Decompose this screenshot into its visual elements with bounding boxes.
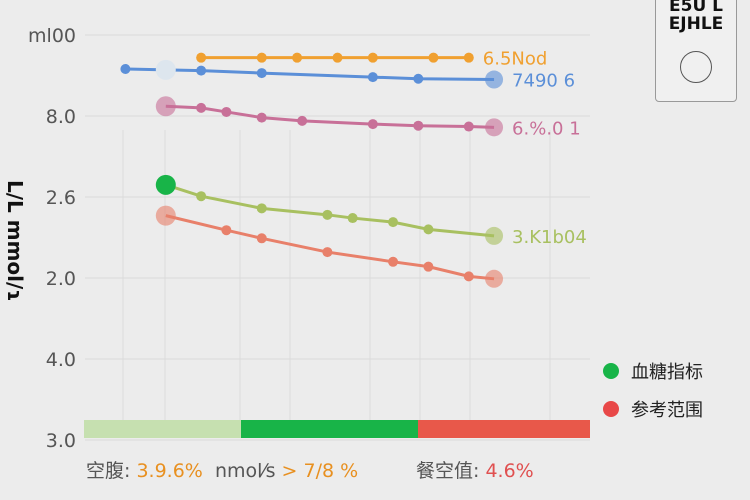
meal-label: 餐空值: xyxy=(416,460,480,482)
data-point xyxy=(423,261,434,272)
data-point xyxy=(428,52,439,63)
range-bar-segment xyxy=(84,420,241,438)
data-point xyxy=(367,119,378,130)
unit-label: nmol⁄s xyxy=(214,460,276,482)
y-tick-label: 2.0 xyxy=(46,268,76,290)
legend-dot-icon xyxy=(603,401,619,417)
data-point xyxy=(196,65,207,76)
series-end-label: 3.K1b04 xyxy=(512,227,587,248)
data-point xyxy=(221,106,232,117)
data-point xyxy=(463,52,474,63)
series-line xyxy=(165,183,495,238)
range-bar-segment xyxy=(418,420,590,438)
series-end-label: 6.%.0 1 xyxy=(512,118,581,139)
legend-dot-icon xyxy=(603,363,619,379)
data-point xyxy=(256,112,267,123)
data-point xyxy=(120,64,131,75)
data-point xyxy=(388,217,399,228)
badge-box[interactable]: E5U L EJHLE xyxy=(655,0,737,102)
fasting-label: 空腹: xyxy=(86,460,131,482)
data-point xyxy=(256,68,267,79)
data-point xyxy=(221,225,232,236)
data-point xyxy=(256,233,267,244)
series-line xyxy=(165,104,495,129)
data-point xyxy=(155,96,176,117)
legend-label: 参考范围 xyxy=(631,400,703,421)
data-point xyxy=(347,213,358,224)
series-end-label: 6.5Nod xyxy=(483,49,548,70)
footer-meal: 餐空值: 4.6% xyxy=(416,456,534,483)
badge-line2: EJHLE xyxy=(668,14,724,34)
data-point xyxy=(423,224,434,235)
data-point xyxy=(256,52,267,63)
data-point xyxy=(155,59,176,80)
data-point xyxy=(155,205,176,226)
data-point xyxy=(485,269,504,288)
fasting-value: 3.9.6% xyxy=(136,460,203,482)
data-point xyxy=(322,209,333,220)
data-point xyxy=(196,102,207,113)
data-point xyxy=(367,72,378,83)
data-point xyxy=(367,52,378,63)
series-line xyxy=(165,214,495,281)
data-point xyxy=(413,120,424,131)
data-point xyxy=(297,115,308,126)
data-point xyxy=(292,52,303,63)
threshold-value: > 7/8 % xyxy=(281,460,359,482)
y-tick-label: ml00 xyxy=(28,25,76,47)
legend-label: 血糖指标 xyxy=(631,362,703,383)
legend: 血糖指标 参考范围 xyxy=(603,358,703,434)
series-end-label: 7490 6 xyxy=(512,71,575,92)
legend-item: 血糖指标 xyxy=(603,358,703,384)
legend-item: 参考范围 xyxy=(603,396,703,422)
badge-line1: E5U L xyxy=(669,0,723,16)
y-tick-label: 2.6 xyxy=(46,187,76,209)
data-point xyxy=(196,191,207,202)
y-tick-label: 3.0 xyxy=(46,430,76,452)
y-tick-label: 4.0 xyxy=(46,349,76,371)
data-point xyxy=(463,271,474,282)
data-point xyxy=(388,256,399,267)
y-tick-label: 8.0 xyxy=(46,106,76,128)
y-axis-label: L/L mmol/ɿ xyxy=(3,180,27,302)
data-point xyxy=(485,226,504,245)
data-point xyxy=(463,121,474,132)
range-bar-segment xyxy=(241,420,418,438)
data-point xyxy=(485,118,504,137)
data-point xyxy=(155,174,176,195)
meal-value: 4.6% xyxy=(485,460,534,482)
series-line xyxy=(125,67,495,82)
data-point xyxy=(256,203,267,214)
footer-fasting: 空腹: 3.9.6% nmol⁄s > 7/8 % xyxy=(86,456,358,483)
data-point xyxy=(196,52,207,63)
data-point xyxy=(485,70,504,89)
data-point xyxy=(332,52,343,63)
data-point xyxy=(322,247,333,258)
circle-icon xyxy=(680,51,712,83)
data-point xyxy=(413,73,424,84)
